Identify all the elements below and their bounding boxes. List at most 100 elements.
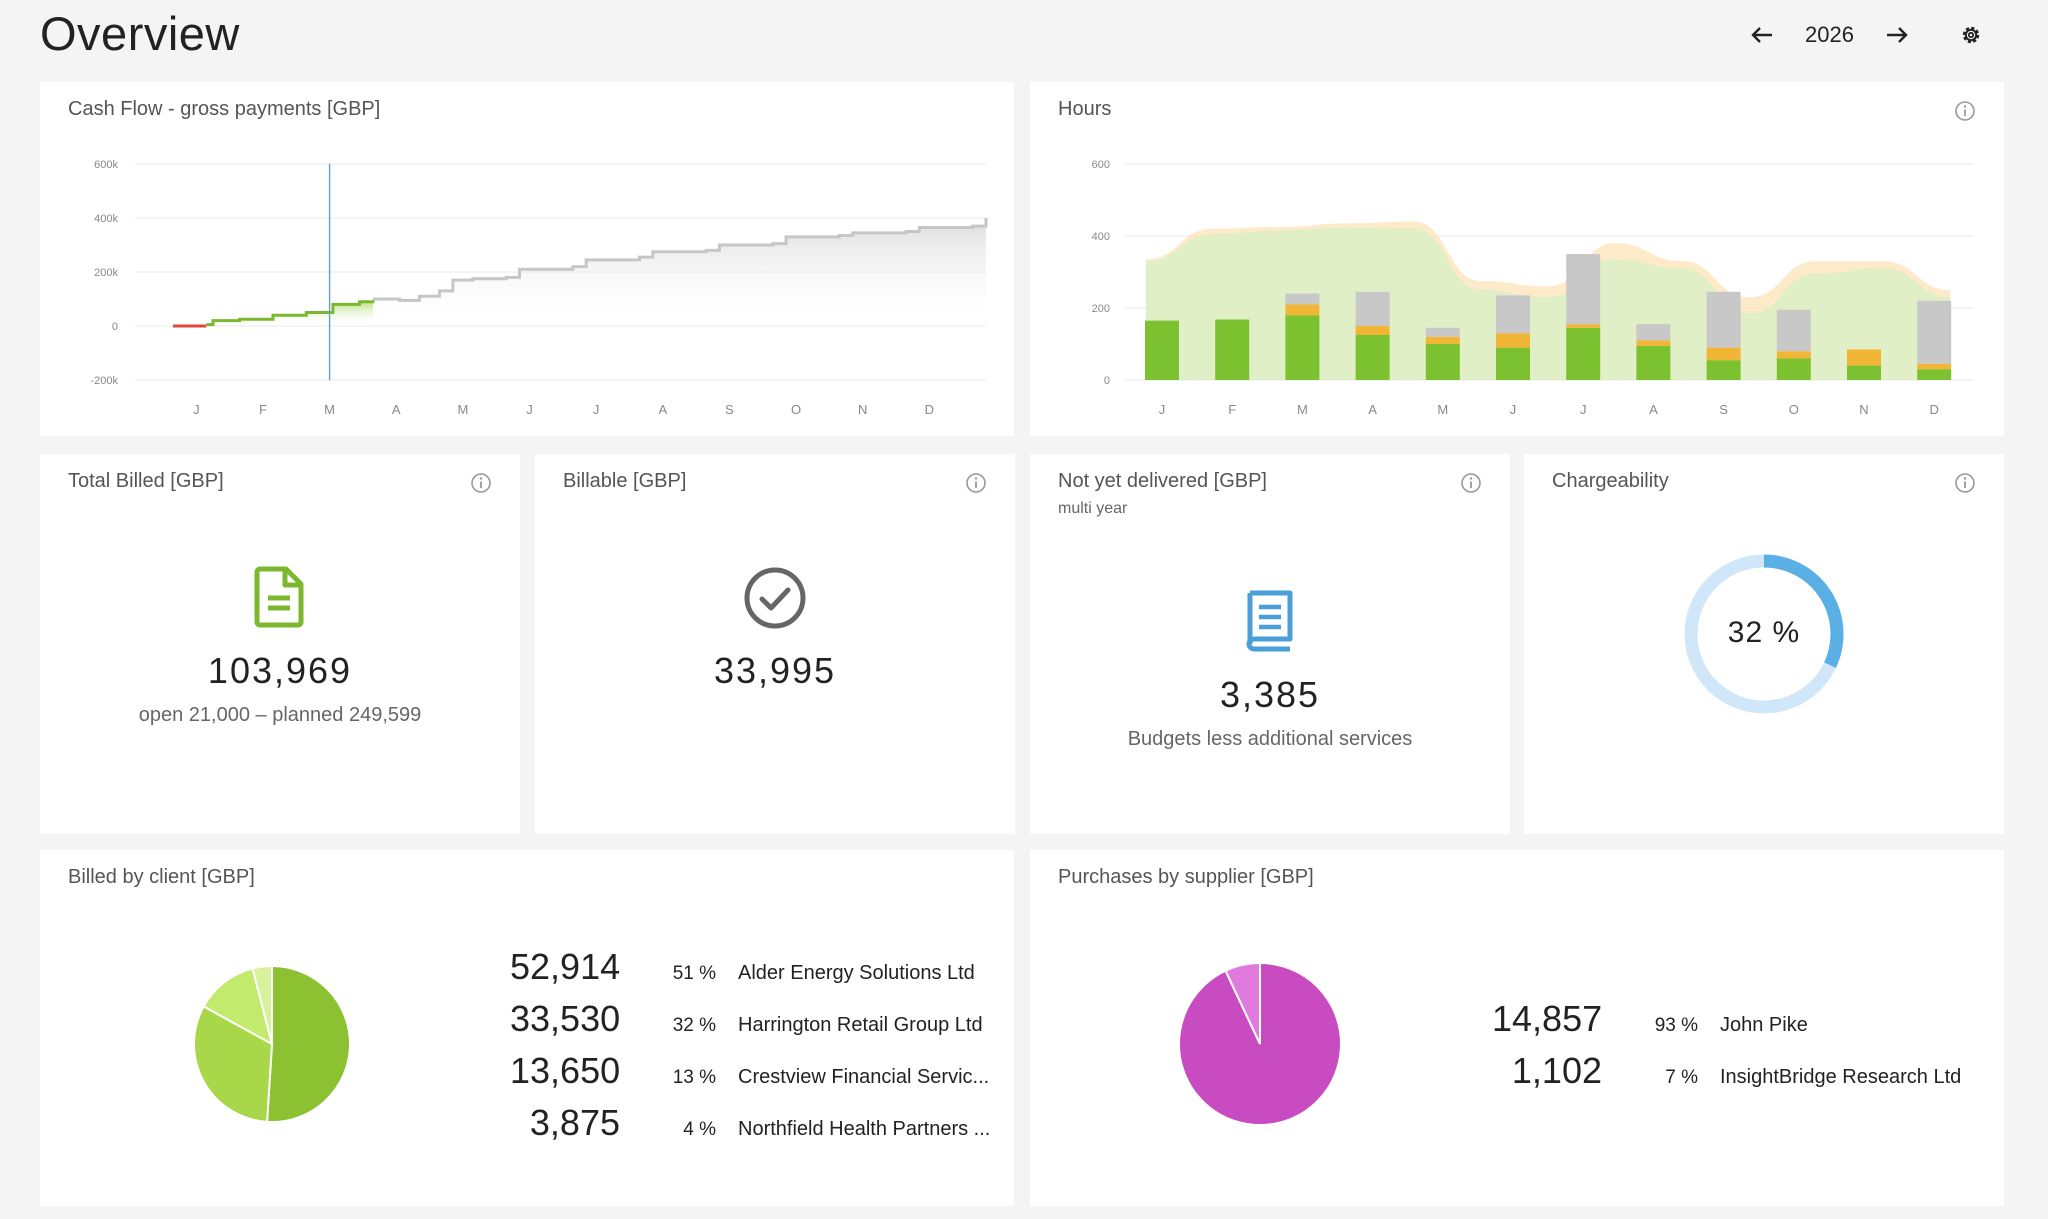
chargeability-value: 32 %	[1727, 616, 1801, 649]
y-tick-label: 0	[112, 321, 118, 333]
billable-hours-bar	[1706, 360, 1741, 380]
info-icon[interactable]	[1460, 472, 1482, 494]
x-tick-label: J	[1159, 402, 1166, 417]
non-billable-hours-bar	[1285, 304, 1320, 316]
x-tick-label: J	[1580, 402, 1587, 417]
legend-label: Alder Energy Solutions Ltd	[738, 962, 975, 984]
non-billable-hours-bar	[1776, 351, 1811, 359]
legend-row: 3,875 4 % Northfield Health Partners ...	[510, 1102, 1006, 1144]
x-tick-label: M	[1437, 402, 1448, 417]
non-billable-hours-bar	[1917, 363, 1952, 370]
x-tick-label: N	[858, 402, 867, 417]
gear-icon	[1962, 26, 1980, 44]
hours-title: Hours	[1058, 98, 1112, 120]
settings-button[interactable]	[1954, 18, 1988, 52]
cashflow-card: Cash Flow - gross payments [GBP] 600k 400…	[40, 82, 1014, 436]
absence-hours-bar	[1566, 254, 1601, 325]
x-tick-label: F	[1228, 402, 1236, 417]
info-icon[interactable]	[470, 472, 492, 494]
legend-percent: 51 %	[672, 963, 716, 984]
cashflow-title: Cash Flow - gross payments [GBP]	[68, 98, 381, 120]
billable-hours-bar	[1496, 347, 1530, 380]
purchases-pie	[1178, 961, 1342, 1126]
legend-label: John Pike	[1720, 1014, 1808, 1036]
billable-hours-bar	[1917, 369, 1952, 380]
y-tick-label: 400k	[94, 213, 118, 225]
info-icon[interactable]	[1954, 472, 1976, 494]
legend-value: 52,914	[510, 946, 621, 987]
x-tick-label: O	[791, 402, 801, 417]
forecast-area	[372, 218, 986, 326]
x-tick-label: M	[457, 402, 468, 417]
info-icon[interactable]	[1954, 100, 1976, 122]
absence-hours-bar	[1776, 309, 1811, 352]
next-year-button[interactable]	[1880, 18, 1914, 52]
legend-value: 14,857	[1492, 998, 1603, 1039]
total-billed-title: Total Billed [GBP]	[68, 470, 224, 492]
legend-percent: 32 %	[672, 1015, 716, 1036]
gauge-fill	[1763, 554, 1844, 668]
legend-row: 13,650 13 % Crestview Financial Servic...	[510, 1050, 1006, 1092]
y-tick-label: 400	[1092, 231, 1110, 243]
info-icon[interactable]	[965, 472, 987, 494]
billable-title: Billable [GBP]	[563, 470, 687, 492]
check-circle-icon	[744, 567, 806, 629]
x-tick-label: M	[1297, 402, 1308, 417]
x-tick-label: J	[593, 402, 600, 417]
target-area	[1146, 227, 1951, 380]
non-billable-hours-bar	[1566, 324, 1601, 328]
legend-value: 1,102	[1511, 1050, 1602, 1091]
hours-card: Hours 600 400 200 0 J F M A M J J A S O N D	[1030, 82, 2004, 436]
billable-hours-bar	[1566, 327, 1601, 380]
legend-label: Crestview Financial Servic...	[738, 1066, 990, 1088]
previous-year-button[interactable]	[1745, 18, 1779, 52]
pie-slice	[202, 967, 274, 1046]
legend-label: InsightBridge Research Ltd	[1720, 1066, 1962, 1088]
legend-percent: 4 %	[683, 1119, 716, 1140]
non-billable-hours-bar	[1847, 349, 1881, 366]
not-delivered-card: Not yet delivered [GBP] multi year 3,385…	[1030, 454, 1510, 834]
legend-row: 33,530 32 % Harrington Retail Group Ltd	[510, 998, 1006, 1040]
absence-hours-bar	[1355, 291, 1390, 326]
chargeability-gauge	[1684, 554, 1844, 714]
legend-label: Northfield Health Partners ...	[738, 1118, 991, 1140]
absence-hours-bar	[1285, 293, 1320, 305]
legend-percent: 7 %	[1665, 1067, 1698, 1088]
legend-value: 33,530	[510, 998, 621, 1039]
y-tick-label: 600k	[94, 159, 118, 171]
absence-hours-bar	[1425, 327, 1460, 337]
not-delivered-value: 3,385	[1219, 674, 1321, 715]
billable-hours-bar	[1847, 365, 1881, 380]
billable-hours-bar	[1215, 319, 1250, 380]
y-tick-label: 0	[1104, 375, 1110, 387]
not-delivered-subtext: Budgets less additional services	[1127, 728, 1413, 750]
billable-hours-bar	[1425, 344, 1460, 380]
y-tick-label: 200k	[94, 267, 118, 279]
non-billable-hours-bar	[1496, 333, 1530, 348]
y-tick-label: 600	[1092, 159, 1110, 171]
actual-line	[206, 300, 375, 327]
page-title: Overview	[40, 7, 240, 60]
arrow-right-icon	[1887, 27, 1908, 43]
x-tick-label: D	[1930, 402, 1939, 417]
x-tick-label: A	[1649, 402, 1658, 417]
forecast-line	[372, 218, 988, 302]
x-tick-label: A	[1368, 402, 1377, 417]
billable-value: 33,995	[713, 650, 837, 691]
billable-hours-bar	[1145, 320, 1179, 380]
not-delivered-subtitle: multi year	[1058, 500, 1128, 517]
x-tick-label: J	[193, 402, 200, 417]
legend-row: 14,857 93 % John Pike	[1492, 998, 1980, 1040]
y-tick-label: -200k	[90, 375, 118, 387]
pie-slice	[193, 1005, 274, 1123]
x-tick-label: O	[1789, 402, 1799, 417]
pie-slice	[266, 964, 351, 1123]
absence-hours-bar	[1636, 324, 1671, 341]
non-billable-hours-bar	[1636, 340, 1671, 346]
x-tick-label: S	[725, 402, 734, 417]
billed-client-title: Billed by client [GBP]	[68, 866, 255, 888]
absence-hours-bar	[1706, 291, 1741, 348]
x-tick-label: F	[259, 402, 267, 417]
x-tick-label: J	[1510, 402, 1517, 417]
purchases-card: Purchases by supplier [GBP] 14,857 93 % Jo…	[1030, 850, 2004, 1206]
